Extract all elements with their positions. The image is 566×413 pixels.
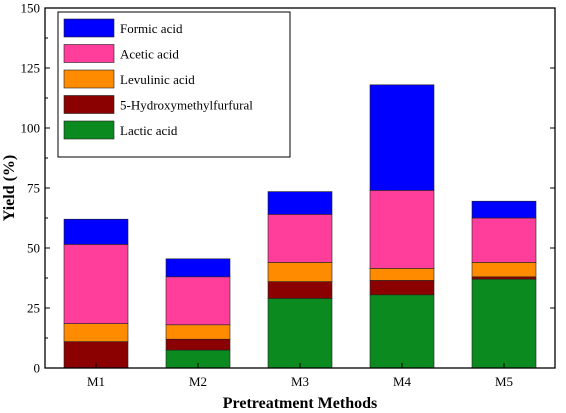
legend-label-levulinic-acid: Levulinic acid [120, 72, 195, 87]
legend-label-5-hydroxymethylfurfural: 5-Hydroxymethylfurfural [120, 98, 253, 113]
bar-m2-acetic-acid [165, 276, 231, 326]
bar-m5-5-hydroxymethylfurfural [471, 276, 537, 280]
bar-m4-lactic-acid [369, 294, 435, 369]
x-tick-label-m4: M4 [393, 374, 412, 389]
legend: Formic acid Acetic acid Levulinic acid 5-Hy… [57, 11, 291, 158]
legend-swatch-lactic-acid [63, 120, 115, 140]
bar-m4-5-hydroxymethylfurfural [369, 280, 435, 296]
legend-label-lactic-acid: Lactic acid [120, 123, 178, 138]
bars-group [63, 84, 537, 369]
bar-m2-levulinic-acid [165, 324, 231, 340]
y-tick-label: 75 [27, 181, 40, 196]
bar-m3-lactic-acid [267, 298, 333, 369]
y-tick-label: 50 [27, 241, 40, 256]
bar-m4-acetic-acid [369, 190, 435, 269]
bar-m5-lactic-acid [471, 278, 537, 369]
y-axis-title: Yield (%) [1, 155, 18, 222]
legend-swatch-acetic-acid [63, 44, 115, 63]
bar-m3-5-hydroxymethylfurfural [267, 281, 333, 299]
bar-m5-levulinic-acid [471, 262, 537, 278]
bar-m4-levulinic-acid [369, 268, 435, 281]
bar-m2-formic-acid [165, 258, 231, 278]
y-tick-label: 0 [34, 361, 41, 376]
x-axis-title: Pretreatment Methods [223, 395, 377, 412]
legend-swatch-levulinic-acid [63, 69, 115, 89]
y-tick-label: 150 [21, 1, 41, 16]
bar-m4-formic-acid [369, 84, 435, 191]
bar-m1-levulinic-acid [63, 323, 129, 342]
y-tick-label: 125 [21, 61, 41, 76]
y-tick-label: 25 [27, 301, 40, 316]
x-tick-label-m1: M1 [87, 374, 105, 389]
bar-m1-acetic-acid [63, 244, 129, 324]
bar-m5-formic-acid [471, 200, 537, 219]
x-tick-label-m3: M3 [291, 374, 309, 389]
y-axis: 0 25 50 75 100 125 150 [21, 1, 555, 376]
legend-label-formic-acid: Formic acid [120, 21, 183, 36]
bar-m3-levulinic-acid [267, 262, 333, 282]
y-tick-label: 100 [21, 121, 41, 136]
bar-m3-formic-acid [267, 191, 333, 215]
bar-m5-acetic-acid [471, 217, 537, 263]
x-tick-label-m2: M2 [189, 374, 207, 389]
bar-m3-acetic-acid [267, 214, 333, 263]
bar-m1-formic-acid [63, 218, 129, 245]
bar-m2-5-hydroxymethylfurfural [165, 338, 231, 351]
x-axis: M1 M2 M3 M4 M5 [87, 363, 513, 389]
x-tick-label-m5: M5 [495, 374, 513, 389]
legend-swatch-5-hydroxymethylfurfural [63, 95, 115, 114]
legend-label-acetic-acid: Acetic acid [120, 47, 179, 62]
legend-swatch-formic-acid [63, 18, 115, 38]
